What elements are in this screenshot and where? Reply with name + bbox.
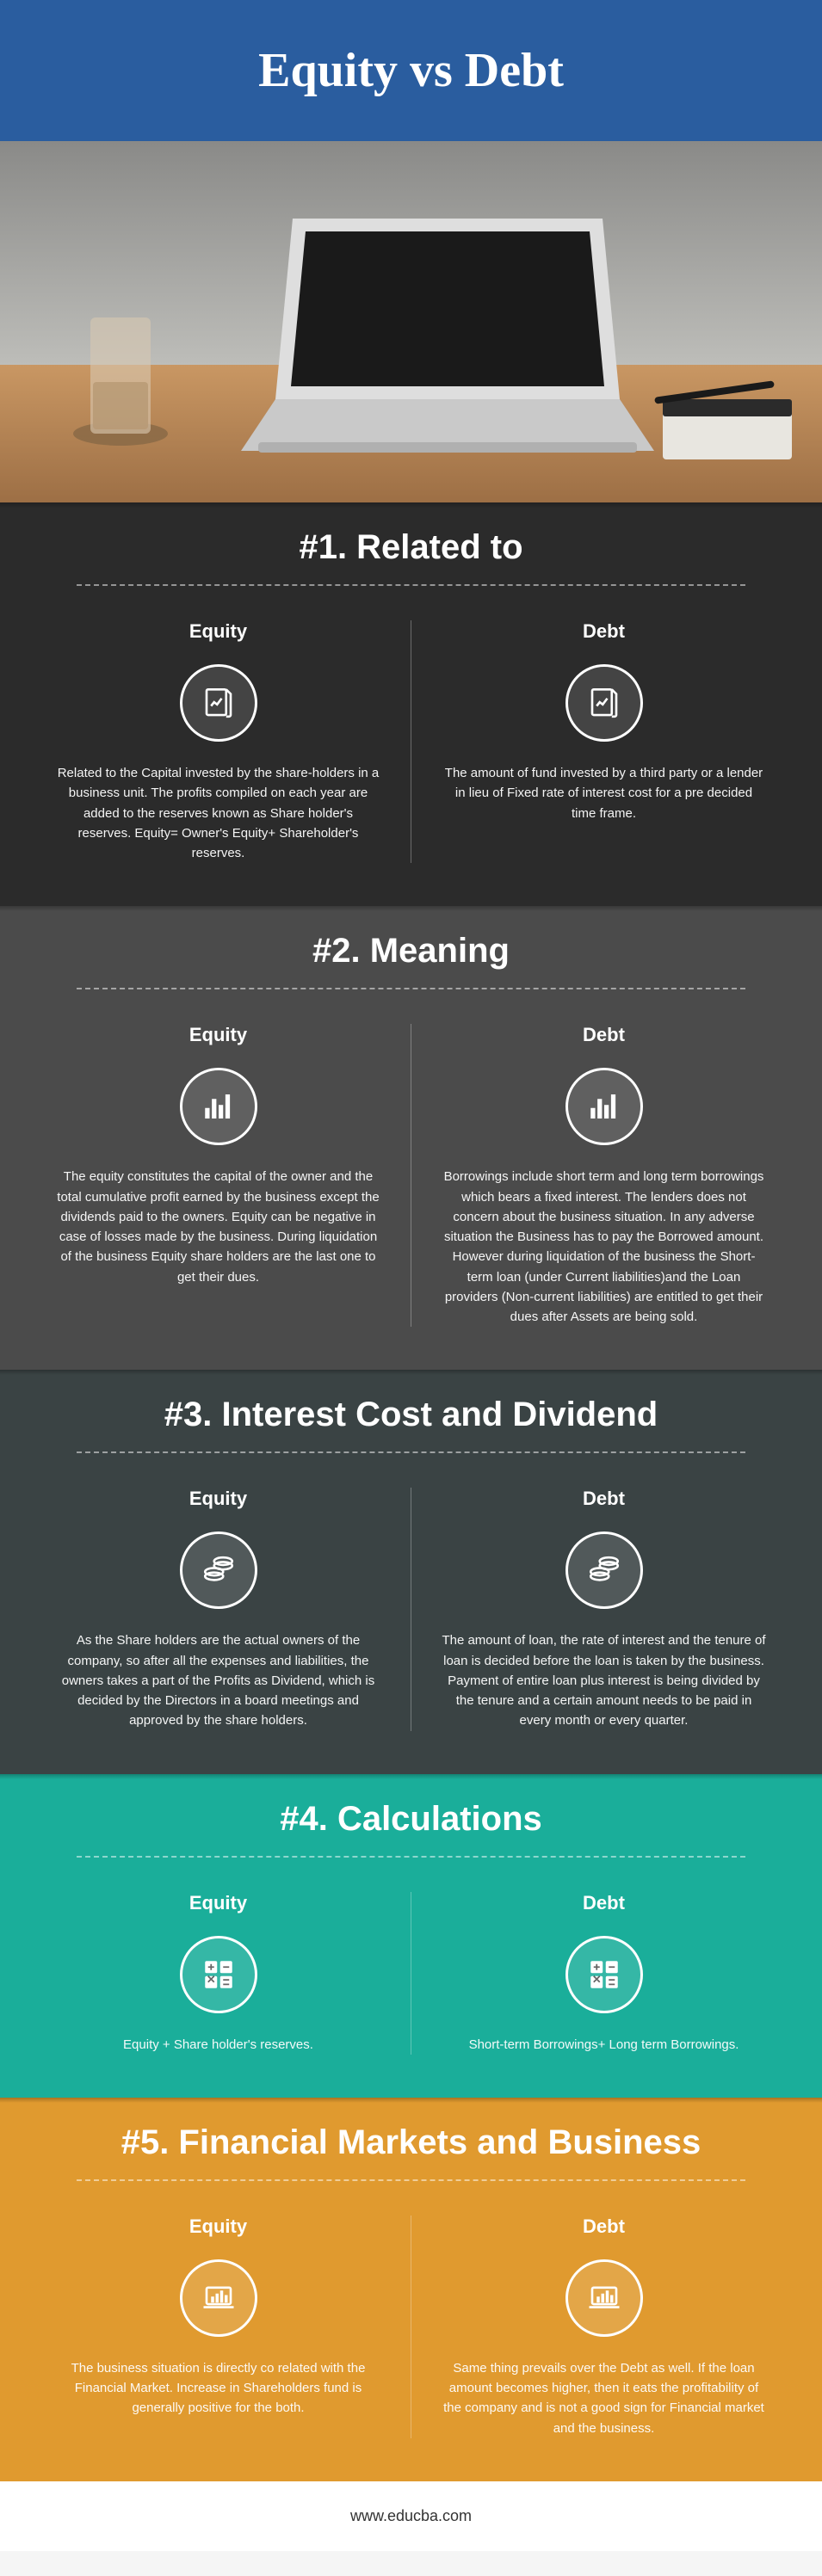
equity-text: Equity + Share holder's reserves. bbox=[56, 2035, 380, 2055]
section-heading: #2. Meaning bbox=[17, 932, 805, 971]
debt-col: Debt Same thing prevails over the Debt a… bbox=[420, 2215, 788, 2438]
equity-text: As the Share holders are the actual owne… bbox=[56, 1630, 380, 1730]
debt-label: Debt bbox=[442, 1892, 766, 1914]
debt-label: Debt bbox=[442, 2215, 766, 2238]
section-5: #5. Financial Markets and Business Equit… bbox=[0, 2098, 822, 2481]
hero-image bbox=[0, 141, 822, 502]
equity-label: Equity bbox=[56, 1488, 380, 1510]
equity-label: Equity bbox=[56, 1892, 380, 1914]
debt-label: Debt bbox=[442, 1024, 766, 1046]
equity-col: Equity The business situation is directl… bbox=[34, 2215, 402, 2438]
coins-icon bbox=[566, 1531, 643, 1609]
divider-line bbox=[77, 1451, 746, 1453]
footer: www.educba.com bbox=[0, 2481, 822, 2551]
section-head: #1. Related to bbox=[0, 502, 822, 620]
debt-text: The amount of fund invested by a third p… bbox=[442, 763, 766, 823]
section-head: #5. Financial Markets and Business bbox=[0, 2098, 822, 2215]
calc-icon bbox=[180, 1936, 257, 2013]
equity-col: Equity Equity + Share holder's reserves. bbox=[34, 1892, 402, 2055]
equity-col: Equity As the Share holders are the actu… bbox=[34, 1488, 402, 1730]
coins-icon bbox=[180, 1531, 257, 1609]
section-heading: #5. Financial Markets and Business bbox=[17, 2123, 805, 2162]
debt-col: Debt Borrowings include short term and l… bbox=[420, 1024, 788, 1327]
section-head: #4. Calculations bbox=[0, 1774, 822, 1892]
equity-text: Related to the Capital invested by the s… bbox=[56, 763, 380, 863]
doc-chart-icon bbox=[566, 664, 643, 742]
section-head: #2. Meaning bbox=[0, 906, 822, 1024]
debt-col: Debt The amount of fund invested by a th… bbox=[420, 620, 788, 863]
laptop-bars-icon bbox=[180, 2259, 257, 2337]
equity-label: Equity bbox=[56, 2215, 380, 2238]
laptop-bars-icon bbox=[566, 2259, 643, 2337]
columns: Equity Related to the Capital invested b… bbox=[0, 620, 822, 906]
columns: Equity Equity + Share holder's reserves.… bbox=[0, 1892, 822, 2098]
equity-col: Equity Related to the Capital invested b… bbox=[34, 620, 402, 863]
bars-icon bbox=[180, 1068, 257, 1145]
debt-label: Debt bbox=[442, 620, 766, 643]
section-1: #1. Related to Equity Related to the Cap… bbox=[0, 502, 822, 906]
bars-icon bbox=[566, 1068, 643, 1145]
equity-label: Equity bbox=[56, 1024, 380, 1046]
debt-col: Debt Short-term Borrowings+ Long term Bo… bbox=[420, 1892, 788, 2055]
divider-line bbox=[77, 988, 746, 989]
divider-line bbox=[77, 584, 746, 586]
equity-col: Equity The equity constitutes the capita… bbox=[34, 1024, 402, 1327]
section-heading: #4. Calculations bbox=[17, 1800, 805, 1839]
debt-text: The amount of loan, the rate of interest… bbox=[442, 1630, 766, 1730]
section-4: #4. Calculations Equity Equity + Share h… bbox=[0, 1774, 822, 2098]
page-title: Equity vs Debt bbox=[258, 44, 564, 97]
header: Equity vs Debt bbox=[0, 0, 822, 141]
page-wrap: Equity vs Debt bbox=[0, 0, 822, 2551]
section-heading: #1. Related to bbox=[17, 528, 805, 567]
columns: Equity As the Share holders are the actu… bbox=[0, 1488, 822, 1773]
section-2: #2. Meaning Equity The equity constitute… bbox=[0, 906, 822, 1370]
section-head: #3. Interest Cost and Dividend bbox=[0, 1370, 822, 1488]
calc-icon bbox=[566, 1936, 643, 2013]
columns: Equity The equity constitutes the capita… bbox=[0, 1024, 822, 1370]
columns: Equity The business situation is directl… bbox=[0, 2215, 822, 2481]
debt-col: Debt The amount of loan, the rate of int… bbox=[420, 1488, 788, 1730]
divider-line bbox=[77, 1856, 746, 1858]
divider-line bbox=[77, 2179, 746, 2181]
doc-chart-icon bbox=[180, 664, 257, 742]
equity-label: Equity bbox=[56, 620, 380, 643]
equity-text: The equity constitutes the capital of th… bbox=[56, 1167, 380, 1287]
footer-url: www.educba.com bbox=[350, 2507, 472, 2524]
debt-text: Borrowings include short term and long t… bbox=[442, 1167, 766, 1327]
debt-label: Debt bbox=[442, 1488, 766, 1510]
debt-text: Short-term Borrowings+ Long term Borrowi… bbox=[442, 2035, 766, 2055]
equity-text: The business situation is directly co re… bbox=[56, 2358, 380, 2419]
section-3: #3. Interest Cost and Dividend Equity As… bbox=[0, 1370, 822, 1773]
section-heading: #3. Interest Cost and Dividend bbox=[17, 1396, 805, 1434]
debt-text: Same thing prevails over the Debt as wel… bbox=[442, 2358, 766, 2438]
